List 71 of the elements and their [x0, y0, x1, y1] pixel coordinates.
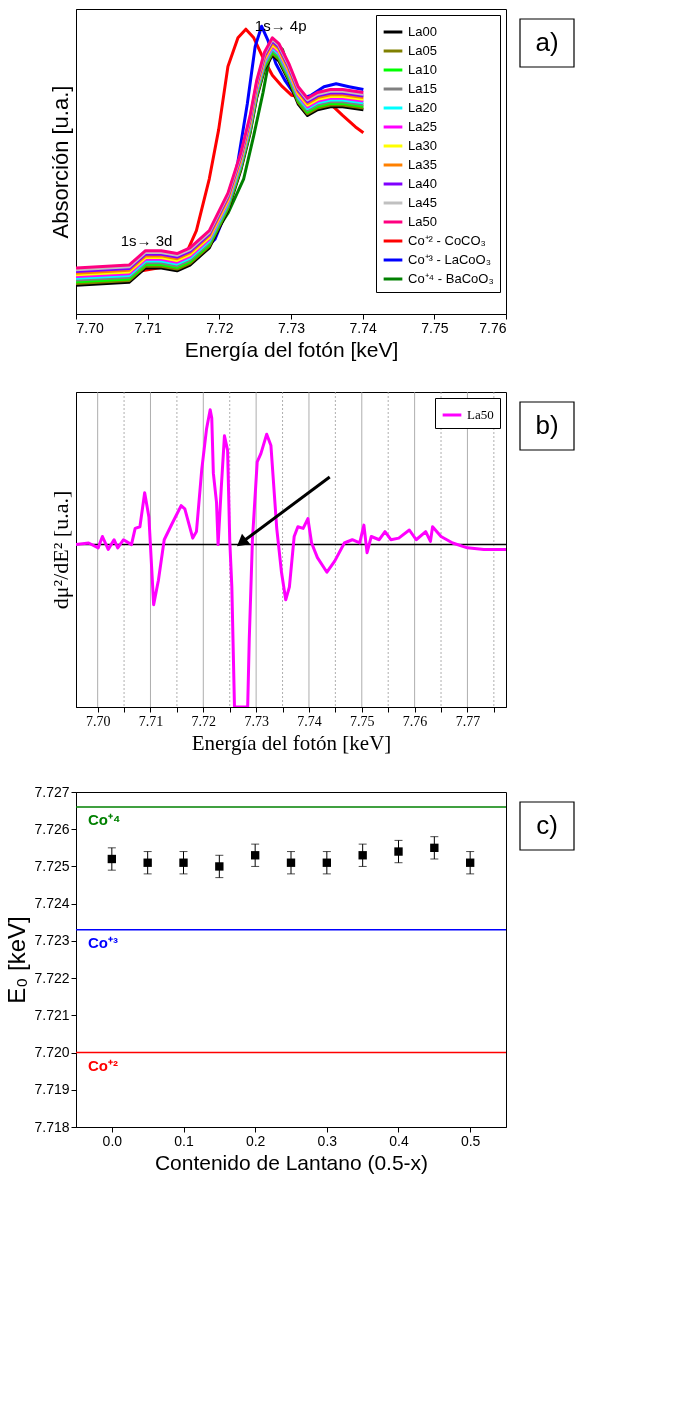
x-tick-label: 7.74: [349, 319, 377, 336]
x-tick-label: 0.1: [174, 1132, 194, 1149]
point: [250, 851, 260, 860]
point: [215, 862, 224, 871]
point: [286, 858, 296, 867]
x-tick-label: 7.70: [76, 319, 104, 336]
y-tick-label: 7.720: [34, 1044, 70, 1061]
legend-label: La20: [408, 100, 437, 115]
annotation: 1s→ 3d: [120, 231, 173, 249]
y-tick-label: 7.723: [34, 932, 70, 949]
legend-label: La35: [408, 157, 437, 172]
x-tick-label: 7.75: [421, 319, 449, 336]
x-tick-label: 7.70: [85, 713, 111, 729]
x-tick-label: 7.76: [479, 319, 507, 336]
point: [465, 858, 475, 867]
x-tick-label: 7.72: [191, 713, 217, 729]
x-tick-label: 7.73: [277, 319, 306, 336]
y-tick-label: 7.722: [34, 969, 70, 986]
legend-label: La05: [408, 43, 437, 58]
legend-label: La30: [408, 138, 437, 153]
y-tick-label: 7.719: [34, 1081, 70, 1098]
x-tick-label: 7.71: [134, 319, 162, 336]
x-axis-title: Energía del fotón [keV]: [184, 337, 399, 361]
x-tick-label: 0.4: [389, 1132, 409, 1149]
legend-label: La25: [408, 119, 437, 134]
legend-label: La50: [467, 407, 494, 422]
x-tick-label: 7.77: [455, 713, 481, 729]
point: [394, 847, 403, 856]
y-tick-label: 7.727: [34, 783, 70, 800]
y-axis-title: E₀ [keV]: [3, 916, 31, 1004]
point: [322, 858, 332, 867]
x-tick-label: 0.5: [460, 1132, 481, 1149]
y-axis-title: dμ²/dE² [u.a.]: [47, 490, 73, 610]
x-tick-label: 7.75: [350, 713, 375, 729]
text: a): [535, 27, 559, 57]
point: [143, 858, 152, 867]
legend-label: La45: [408, 195, 437, 210]
x-tick-label: 0.3: [317, 1132, 338, 1149]
x-axis-title: Energía del fotón [keV]: [191, 730, 392, 755]
x-tick-label: 7.71: [138, 713, 164, 729]
annotation: 1s→ 4p: [254, 16, 307, 34]
legend-label: La15: [408, 81, 437, 96]
x-tick-label: 7.74: [297, 713, 322, 729]
x-tick-label: 7.76: [402, 713, 428, 729]
point: [430, 843, 439, 853]
legend-label: Co⁺² - CoCO₃: [408, 233, 486, 248]
ref-line-label: Co⁺³: [88, 933, 118, 951]
y-tick-label: 7.721: [34, 1006, 70, 1023]
point: [358, 851, 367, 860]
point: [179, 858, 188, 867]
legend-label: Co⁺⁴ - BaCoO₃: [408, 271, 494, 286]
legend-label: La40: [408, 176, 437, 191]
text: c): [536, 810, 558, 840]
x-axis-title: Contenido de Lantano (0.5-x): [154, 1150, 429, 1174]
legend-label: Co⁺³ - LaCoO₃: [408, 252, 491, 267]
ref-line-label: Co⁺⁴: [88, 810, 121, 828]
y-tick-label: 7.726: [34, 820, 70, 837]
y-tick-label: 7.725: [34, 857, 70, 874]
y-tick-label: 7.718: [34, 1118, 70, 1135]
point: [107, 854, 117, 864]
x-tick-label: 7.73: [244, 713, 269, 729]
x-tick-label: 0.0: [102, 1132, 123, 1149]
x-tick-label: 0.2: [245, 1132, 266, 1149]
legend-label: La50: [408, 214, 437, 229]
legend-label: La00: [408, 24, 437, 39]
legend-label: La10: [408, 62, 437, 77]
y-axis-title: Absorción [u.a.]: [47, 85, 73, 239]
x-tick-label: 7.72: [206, 319, 234, 336]
text: b): [535, 410, 559, 440]
ref-line-label: Co⁺²: [88, 1056, 118, 1074]
y-tick-label: 7.724: [34, 895, 70, 912]
